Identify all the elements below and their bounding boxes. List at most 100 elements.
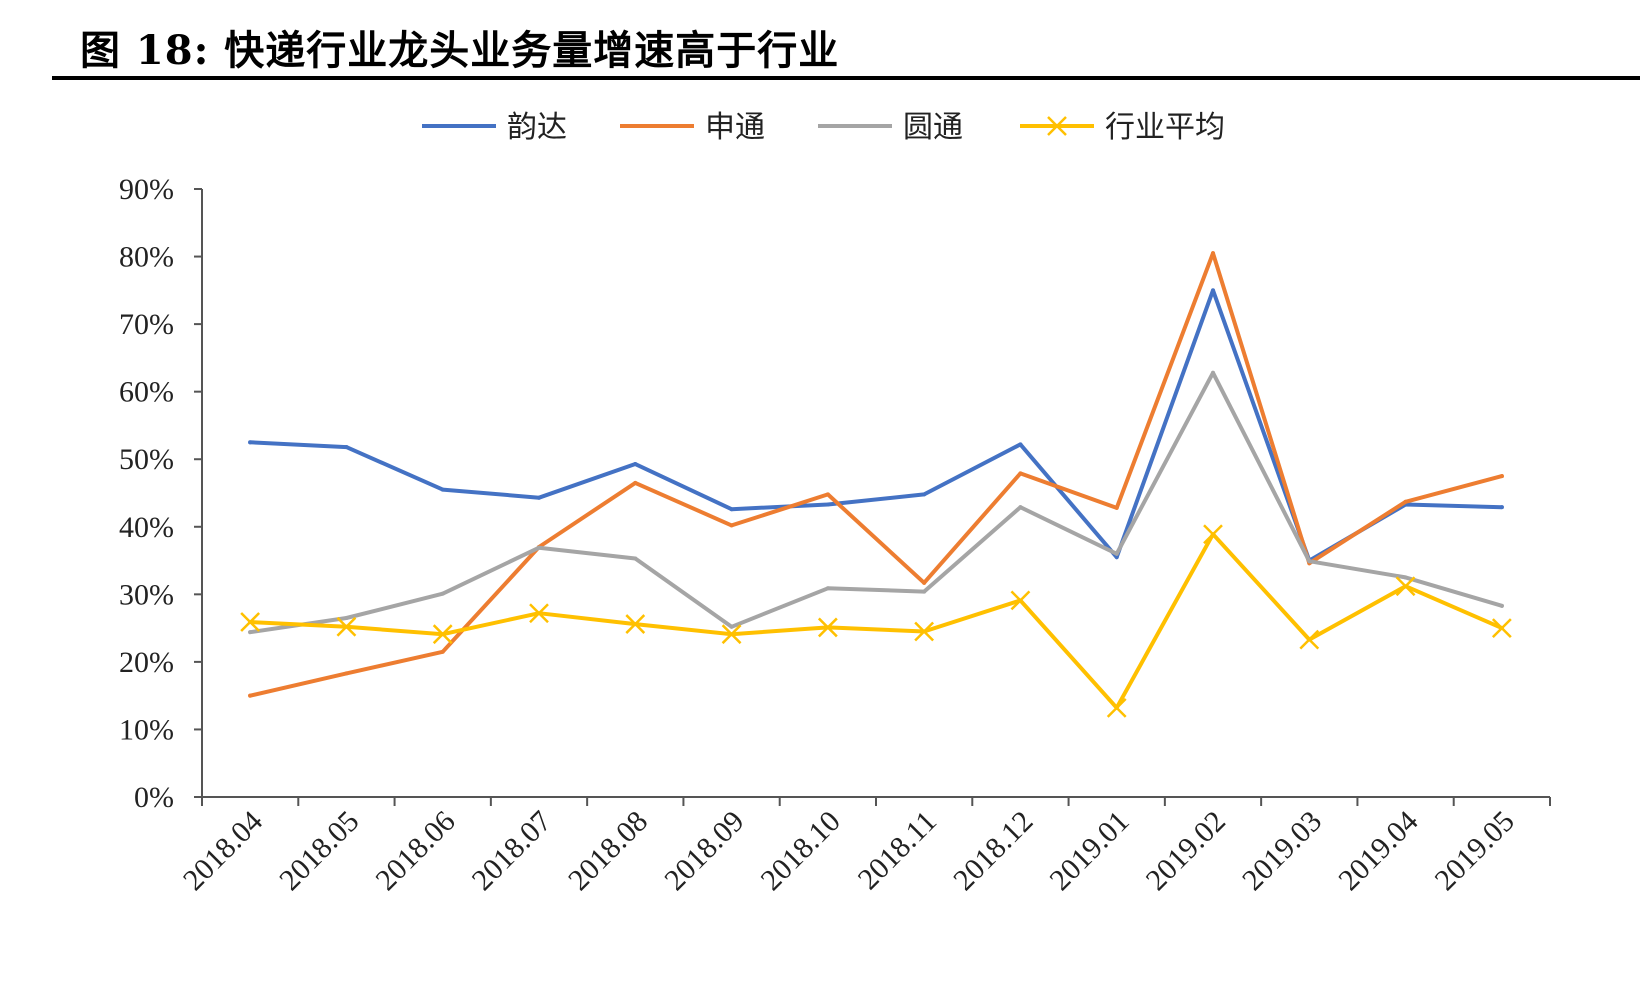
data-point [1499, 603, 1504, 608]
data-point-marker [240, 612, 261, 632]
data-point-marker [432, 624, 453, 645]
y-tick-label: 80% [119, 241, 174, 274]
data-point [633, 461, 638, 466]
y-tick-label: 0% [134, 781, 174, 814]
legend-marker [1047, 116, 1067, 136]
legend-item-1: 韵达 [422, 110, 567, 145]
data-point-marker [1395, 576, 1416, 597]
y-tick-label: 70% [119, 308, 174, 341]
figure-title: 图 18: 快递行业龙头业务量增速高于行业 [80, 27, 840, 74]
x-tick-label: 2018.10 [755, 805, 847, 897]
data-point-marker [336, 616, 357, 637]
data-point [344, 615, 349, 620]
marker-stroke [336, 616, 357, 637]
legend-item-3: 圆通 [818, 110, 963, 145]
series-group [240, 251, 1512, 718]
data-point [1499, 505, 1504, 510]
marker-stroke [721, 624, 742, 645]
legend-label: 圆通 [903, 110, 963, 145]
series-3 [248, 370, 1504, 635]
data-point [1114, 555, 1119, 560]
x-tick-label: 2018.11 [852, 805, 943, 896]
data-point [344, 445, 349, 450]
x-tick-label: 2018.07 [466, 805, 558, 897]
series-line [248, 532, 1504, 710]
marker-stroke [1491, 618, 1512, 638]
marker-stroke [432, 624, 453, 645]
data-point [1403, 575, 1408, 580]
marker-stroke [240, 612, 261, 632]
data-point [440, 591, 445, 596]
data-point-marker [1299, 629, 1320, 650]
data-point [440, 649, 445, 654]
x-tick-label: 2018.12 [947, 805, 1039, 897]
data-point [1211, 288, 1215, 293]
data-point [1018, 471, 1023, 476]
data-point [1018, 505, 1023, 510]
marker-stroke [1203, 524, 1223, 545]
legend-item-4: 行业平均 [1020, 110, 1225, 145]
y-tick-label: 90% [119, 173, 174, 206]
data-point [633, 480, 638, 485]
marker-stroke [1395, 576, 1416, 597]
data-point [344, 671, 349, 676]
x-tick-label: 2018.09 [658, 805, 750, 897]
data-point [248, 630, 253, 635]
title-rule [52, 76, 1640, 80]
data-point [1307, 559, 1312, 564]
x-tick-label: 2019.05 [1429, 805, 1521, 897]
data-point [248, 440, 253, 445]
legend: 韵达 申通 圆通 行业平均 [422, 110, 1225, 145]
data-point [1499, 474, 1504, 479]
data-point-marker [1010, 590, 1031, 611]
data-point [1018, 442, 1023, 447]
x-tick-label: 2019.03 [1236, 805, 1328, 897]
axes: 0%10%20%30%40%50%60%70%80%90%2018.04 2018… [119, 173, 1551, 897]
data-point [1114, 551, 1119, 556]
y-tick-label: 50% [119, 443, 174, 476]
data-point-marker [1203, 524, 1223, 545]
x-tick-label: 2018.05 [273, 805, 365, 897]
x-tick-label: 2018.04 [177, 805, 269, 897]
data-point [1114, 505, 1119, 510]
data-point-marker [529, 603, 549, 624]
data-point-marker [914, 621, 935, 642]
data-point [633, 556, 638, 561]
data-point [248, 693, 253, 698]
marker-stroke [1299, 629, 1320, 650]
x-tick-label: 2019.04 [1332, 805, 1424, 897]
data-point [825, 492, 830, 497]
data-point-marker [721, 624, 742, 645]
y-tick-label: 40% [119, 511, 174, 544]
y-tick-label: 10% [119, 713, 174, 746]
legend-label: 行业平均 [1105, 110, 1225, 145]
x-tick-label: 2019.01 [1043, 805, 1135, 897]
marker-stroke [817, 617, 838, 638]
series-1 [248, 288, 1504, 563]
data-point-marker [1491, 618, 1512, 638]
marker-stroke [1106, 697, 1127, 718]
series-line [248, 288, 1504, 563]
series-line [248, 370, 1504, 635]
legend-item-2: 申通 [620, 110, 765, 145]
data-point [729, 523, 734, 528]
y-tick-label: 60% [119, 376, 174, 409]
data-point [729, 624, 734, 629]
y-tick-label: 30% [119, 578, 174, 611]
series-4 [240, 524, 1512, 718]
marker-stroke [1010, 590, 1031, 611]
data-point [1403, 499, 1408, 504]
data-point [922, 589, 927, 594]
data-point [440, 487, 445, 492]
x-tick-label: 2018.06 [369, 805, 461, 897]
series-line [248, 251, 1504, 698]
marker-stroke [625, 614, 646, 634]
marker-stroke [914, 621, 935, 642]
data-point [729, 507, 734, 512]
data-point-marker [1106, 697, 1127, 718]
legend-label: 韵达 [507, 110, 567, 145]
data-point [1211, 251, 1215, 256]
y-tick-label: 20% [119, 646, 174, 679]
data-point [537, 495, 541, 500]
